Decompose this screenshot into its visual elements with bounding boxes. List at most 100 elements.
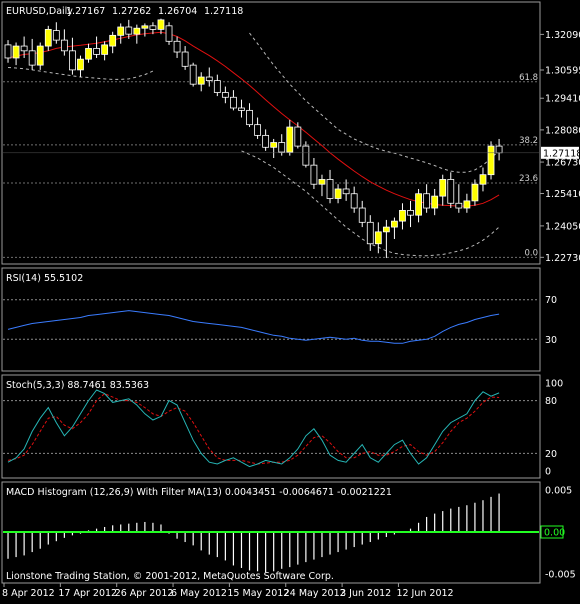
candle-body [60, 39, 68, 52]
fibo-level-label: 23.6 [519, 174, 538, 184]
candle-body [101, 44, 109, 55]
rsi-panel-frame [1, 267, 541, 372]
candle-body [366, 221, 374, 245]
ohlc-low: 1.26704 [158, 6, 197, 17]
macd-tick-label: 0.005 [545, 486, 572, 497]
candle-body [262, 134, 270, 148]
candle-body [28, 50, 36, 66]
date-tick-label: 6 May 2012 [171, 588, 227, 599]
fibo-level-label: 38.2 [519, 136, 538, 146]
candle-body [302, 145, 310, 166]
price-tick-label: 1.24050 [545, 221, 580, 232]
macd-title: MACD Histogram (12,26,9) With Filter MA(… [6, 487, 392, 498]
candle-body [205, 76, 213, 82]
candle-body [286, 126, 294, 153]
ohlc-close: 1.27118 [204, 6, 243, 17]
candle-body [294, 126, 302, 147]
candle-body [495, 145, 503, 154]
stoch-title: Stoch(5,3,3) 88.7461 83.5363 [6, 380, 149, 391]
candle-body [221, 92, 229, 98]
candle-body [141, 25, 149, 29]
candle-body [407, 210, 414, 216]
candle-body [44, 28, 52, 47]
candle-body [423, 193, 431, 209]
date-tick-label: 3 Jun 2012 [340, 588, 391, 599]
stoch-tick-label: 0 [545, 467, 551, 478]
price-tick-label: 1.28080 [545, 125, 580, 136]
candle-body [157, 19, 165, 30]
candle-body [463, 200, 471, 209]
candle-body [310, 164, 318, 185]
candle-body [326, 179, 334, 199]
candle-body [181, 51, 189, 67]
price-title: EURUSD,Daily [6, 6, 73, 17]
price-tick-label: 1.32090 [545, 30, 580, 41]
stoch-tick-label: 20 [545, 449, 557, 460]
price-panel: 1.32090 1.30595 1.29410 1.28080 1.26730 1.254… [3, 18, 580, 264]
candle-body [109, 34, 117, 47]
candle-body [479, 174, 487, 185]
ohlc-open: 1.27167 [66, 6, 105, 17]
candle-body [238, 107, 245, 111]
candle-body [77, 58, 84, 71]
stoch-panel-frame [1, 374, 541, 479]
candle-body [447, 179, 455, 204]
price-tick-label: 1.26730 [545, 158, 580, 169]
price-tick-label: 1.22730 [545, 253, 580, 264]
candle-body [270, 142, 278, 148]
candle-body [149, 25, 157, 30]
candle-body [350, 193, 358, 209]
candle-body [391, 220, 398, 228]
fibo-level-label: 0.0 [524, 248, 538, 258]
candle-body [12, 45, 20, 59]
candle-body [278, 142, 286, 153]
candle-body [69, 50, 76, 71]
candle-body [85, 48, 92, 60]
rsi-level-label: 30 [545, 335, 557, 346]
candle-body [213, 80, 221, 93]
candle-body [415, 193, 422, 216]
rsi-title: RSI(14) 55.5102 [6, 273, 83, 284]
candle-body [165, 25, 173, 42]
candle-body [189, 64, 197, 85]
stoch-panel: 100 80 20 0 [3, 379, 563, 478]
candle-body [358, 207, 366, 223]
price-tick-label: 1.25410 [545, 189, 580, 200]
candle-body [125, 26, 133, 35]
candle-body [487, 145, 495, 176]
candle-body [246, 109, 253, 126]
date-tick-label: 15 May 2012 [227, 588, 289, 599]
fibo-level-label: 61.8 [519, 73, 538, 83]
stoch-tick-label: 100 [545, 379, 563, 390]
rsi-panel: 70 30 [3, 295, 557, 346]
candle-body [20, 45, 28, 52]
candle-body [230, 96, 237, 109]
candle-body [93, 48, 100, 55]
candle-body [173, 40, 181, 53]
stoch-main-line [7, 389, 500, 468]
macd-zero-box [540, 525, 564, 539]
candle-body [334, 188, 342, 199]
candle-body [431, 195, 439, 209]
price-tick-label: 1.30595 [545, 66, 580, 77]
ohlc-high: 1.27262 [112, 6, 151, 17]
rsi-line [7, 310, 500, 344]
price-tick-label: 1.29410 [545, 94, 580, 105]
candle-body [382, 226, 390, 233]
candle-body [197, 76, 205, 85]
candle-body [133, 27, 141, 35]
stoch-tick-label: 80 [545, 396, 557, 407]
date-tick-label: 17 Apr 2012 [58, 588, 117, 599]
candle-body [471, 183, 479, 202]
current-price-box [541, 146, 579, 159]
candle-body [4, 44, 12, 59]
candle-body [374, 231, 382, 245]
candle-body [52, 30, 60, 41]
copyright-text: Lionstone Trading Station, © 2001-2012, … [6, 571, 334, 582]
macd-panel: 0.00 0.005 -0.005 [3, 486, 576, 580]
candle-body [318, 179, 326, 185]
rsi-level-label: 70 [545, 295, 557, 306]
